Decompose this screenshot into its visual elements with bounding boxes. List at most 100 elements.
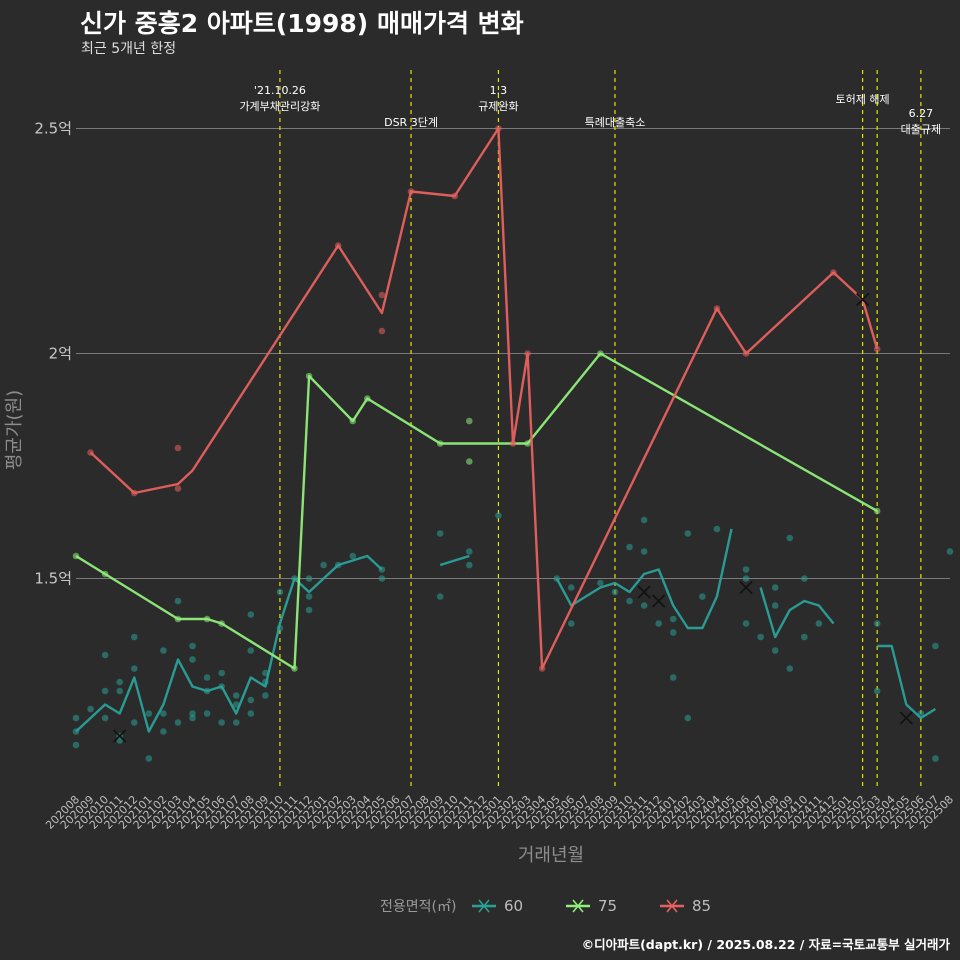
data-point <box>305 575 313 582</box>
data-point <box>145 755 153 762</box>
event-label: 규제완화 <box>478 100 518 113</box>
data-point <box>130 633 138 641</box>
data-point <box>218 669 225 677</box>
y-tick-label: 2억 <box>49 345 72 363</box>
data-point <box>626 543 633 551</box>
data-point <box>378 575 386 582</box>
data-point <box>189 642 196 650</box>
data-point <box>771 647 779 654</box>
data-point <box>232 701 240 708</box>
x-marker <box>856 292 870 307</box>
data-point <box>174 444 182 452</box>
data-point <box>145 710 153 717</box>
data-point <box>786 665 794 672</box>
y-tick-label: 1.5억 <box>34 570 72 588</box>
data-point <box>742 566 750 573</box>
data-point <box>684 714 692 722</box>
data-point <box>699 593 706 600</box>
event-label: 토허제 해제 <box>836 92 890 106</box>
data-point <box>72 714 80 722</box>
data-point <box>466 548 473 555</box>
data-point <box>466 417 473 425</box>
legend-marker-85 <box>666 899 678 913</box>
data-point <box>203 674 211 681</box>
data-point <box>305 606 313 614</box>
legend-title: 전용면적(㎡) <box>380 899 456 915</box>
data-point <box>101 714 109 722</box>
data-point <box>247 710 255 717</box>
data-point <box>174 597 182 605</box>
data-point <box>626 597 633 605</box>
data-point <box>349 552 357 560</box>
data-point <box>130 719 138 726</box>
data-point <box>87 705 94 713</box>
data-point <box>72 741 80 749</box>
data-point <box>771 602 779 609</box>
data-point <box>640 602 648 609</box>
data-point <box>932 642 939 650</box>
data-point <box>669 615 677 623</box>
event-label: 6.27 <box>909 107 934 120</box>
series-line-60 <box>759 587 835 639</box>
series-line-60 <box>439 554 470 567</box>
data-point <box>801 575 808 582</box>
data-point <box>742 620 750 627</box>
event-label: 대출규제 <box>901 123 941 136</box>
data-point <box>378 291 386 299</box>
data-point <box>466 561 473 569</box>
series-line-60 <box>555 528 733 630</box>
data-point <box>203 710 211 717</box>
x-marker <box>652 594 666 608</box>
data-point <box>742 575 750 582</box>
data-point <box>669 674 677 681</box>
data-point <box>276 588 284 596</box>
chart-subtitle: 최근 5개년 한정 <box>81 41 177 57</box>
data-point <box>597 579 604 587</box>
data-point <box>567 620 575 627</box>
data-point <box>174 485 182 492</box>
legend-label-85: 85 <box>692 897 711 915</box>
data-point <box>247 696 255 704</box>
data-point <box>305 593 313 600</box>
y-axis-title: 평균가(원) <box>4 390 25 470</box>
event-label: 1.3 <box>490 84 508 97</box>
data-point <box>873 687 881 695</box>
source-caption: ©디아파트(dapt.kr) / 2025.08.22 / 자료=국토교통부 실… <box>581 937 950 952</box>
data-point <box>466 458 473 465</box>
data-point <box>567 584 575 591</box>
data-point <box>771 584 779 591</box>
data-point <box>174 719 182 726</box>
x-marker <box>113 729 127 743</box>
data-point <box>815 620 823 627</box>
x-marker <box>739 580 753 595</box>
event-label: 특례대출축소 <box>585 116 646 129</box>
data-point <box>116 687 123 695</box>
data-point <box>101 651 109 659</box>
chart-title: 신가 중흥2 아파트(1998) 매매가격 변화 <box>80 9 524 38</box>
data-point <box>655 620 662 627</box>
data-point <box>801 633 808 641</box>
data-point <box>611 588 619 596</box>
event-label: 가계부채관리강화 <box>239 100 320 113</box>
series-line-85 <box>89 127 879 670</box>
data-point <box>218 719 225 726</box>
event-label: DSR 3단계 <box>384 116 438 129</box>
data-point <box>247 611 255 618</box>
data-point <box>160 728 167 735</box>
x-marker <box>899 711 913 725</box>
data-point <box>495 512 502 519</box>
data-point <box>378 327 386 335</box>
data-point <box>873 620 881 627</box>
data-point <box>640 548 648 555</box>
data-point <box>640 516 648 524</box>
data-point <box>684 530 692 537</box>
data-point <box>946 548 954 555</box>
x-axis-title: 거래년월 <box>518 845 584 866</box>
data-point <box>101 687 109 695</box>
data-point <box>436 593 444 600</box>
series-line-60 <box>75 554 383 733</box>
data-point <box>232 719 240 726</box>
data-point <box>713 525 721 533</box>
data-point <box>160 710 167 717</box>
data-point <box>436 530 444 537</box>
